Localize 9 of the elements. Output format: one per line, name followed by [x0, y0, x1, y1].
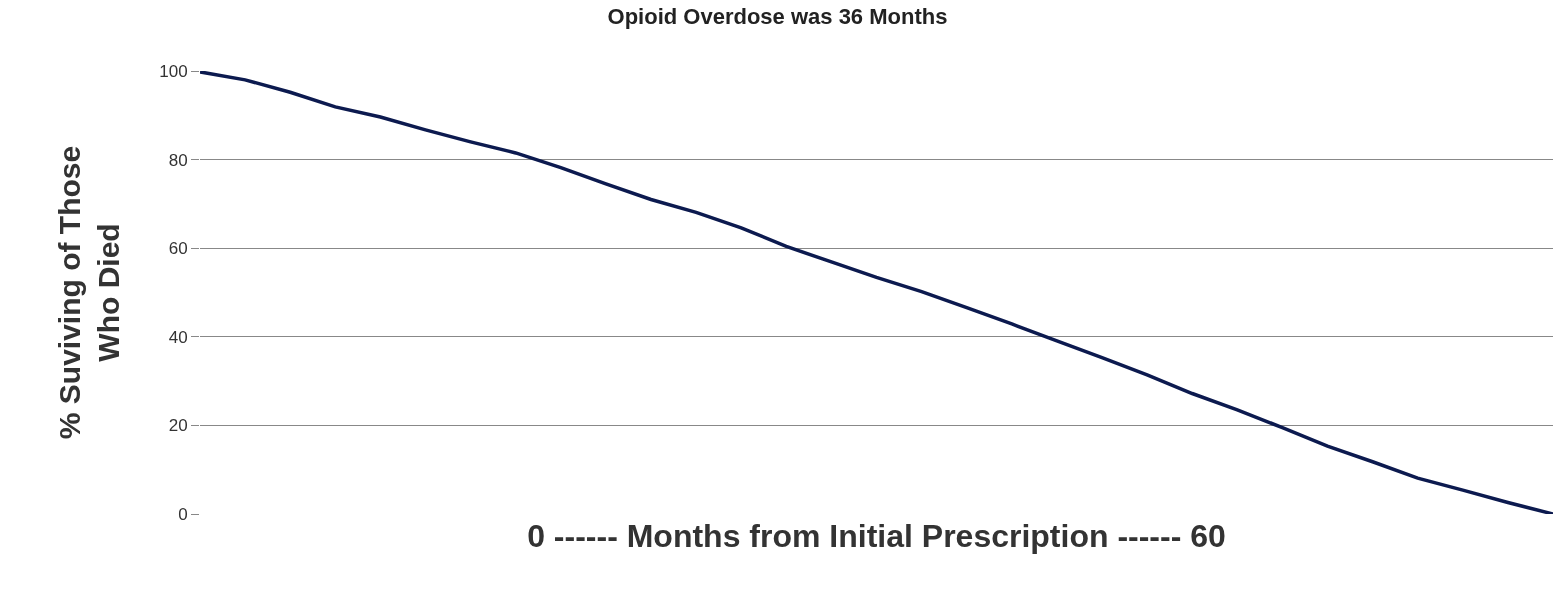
y-tick-label: 60 — [168, 239, 188, 259]
x-axis-title: 0 ------ Months from Initial Prescription ------ 60 — [527, 517, 1226, 554]
y-tick-label: 80 — [168, 150, 188, 170]
chart-title: Opioid Overdose was 36 Months — [607, 4, 948, 30]
y-tick-label: 100 — [159, 61, 188, 81]
y-tick-label: 20 — [168, 416, 188, 436]
y-tick-label: 0 — [178, 504, 188, 524]
y-tick-label: 40 — [168, 327, 188, 347]
y-axis-title: % Suviving of Those Who Died — [53, 145, 126, 440]
